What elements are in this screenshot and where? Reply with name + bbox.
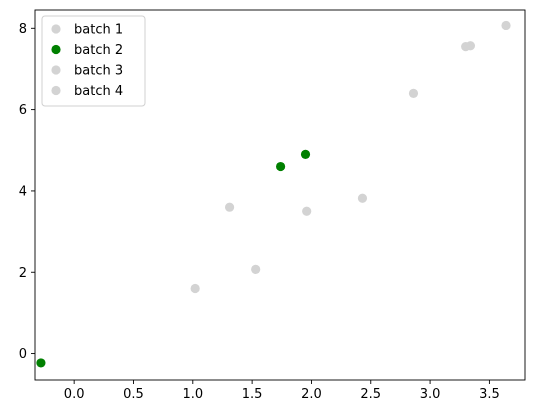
legend: batch 1 batch 2 batch 3 batch 4 [41,15,146,107]
legend-marker [51,44,61,55]
points-layer [36,20,511,368]
plot-frame [34,9,526,381]
point-series-3-2 [357,193,368,203]
point-series-1-2 [224,202,235,212]
legend-label: batch 1 [74,23,123,38]
y-tick-label: 4 [19,184,27,199]
x-tick-label: 2.0 [301,387,322,402]
legend-marker [51,65,61,75]
point-series-1-1 [190,283,200,294]
x-tick-label: 1.0 [182,387,203,402]
point-series-4-1 [408,88,419,98]
x-tick-label: 0.5 [123,387,144,402]
x-tick-label: 1.5 [242,387,263,402]
x-tick-label: 3.0 [420,387,441,402]
y-tick-label: 6 [19,103,27,118]
y-tick-label: 2 [19,266,27,281]
point-series-1-3 [302,206,312,216]
legend-label: batch 4 [74,84,123,99]
y-tick-label: 8 [19,22,27,37]
point-series-2-3 [300,149,311,159]
point-series-3-1 [251,264,261,275]
y-axis: 0 2 4 6 8 [19,22,35,362]
point-series-2-2 [275,161,286,172]
legend-label: batch 3 [74,64,123,79]
x-axis: 0.0 0.5 1.0 1.5 2.0 2.5 3.0 3.5 [64,380,500,402]
legend-box [41,15,146,107]
point-series-4-2 [501,20,511,31]
x-tick-label: 3.5 [479,387,500,402]
legend-marker [51,24,61,34]
x-tick-label: 2.5 [360,387,381,402]
point-series-2-1 [36,358,46,368]
legend-label: batch 2 [74,43,123,58]
legend-marker [51,85,61,96]
x-tick-label: 0.0 [64,387,85,402]
point-series-3-3 [461,41,471,52]
y-tick-label: 0 [19,347,27,362]
